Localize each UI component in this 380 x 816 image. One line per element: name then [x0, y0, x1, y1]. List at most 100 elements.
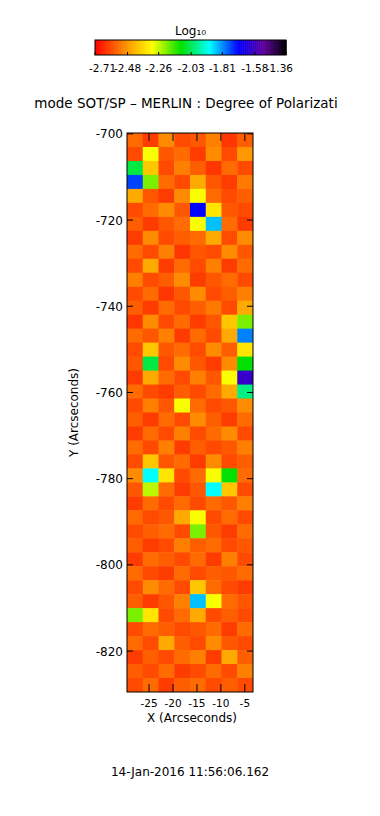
heatmap-cell [190, 231, 206, 245]
heatmap-cell [174, 385, 190, 399]
heatmap-cell [143, 231, 159, 245]
heatmap-cell [174, 231, 190, 245]
heatmap-cell [143, 678, 159, 692]
y-tick [127, 133, 133, 134]
heatmap-cell [143, 664, 159, 678]
heatmap-cell [237, 538, 253, 552]
y-tick-label: -800 [96, 558, 123, 572]
heatmap-cell [174, 594, 190, 608]
heatmap-cell [190, 426, 206, 440]
heatmap-cell [174, 580, 190, 594]
heatmap-cell [206, 468, 222, 482]
heatmap-cell [206, 259, 222, 273]
y-tick-label: -720 [96, 214, 123, 228]
heatmap-cell [143, 524, 159, 538]
heatmap-cell [174, 371, 190, 385]
heatmap-cell [222, 454, 238, 468]
heatmap-cell [143, 245, 159, 259]
heatmap-cell [127, 371, 143, 385]
heatmap-cell [127, 524, 143, 538]
heatmap-cell [127, 482, 143, 496]
heatmap-cell [174, 259, 190, 273]
heatmap-cell [159, 245, 175, 259]
heatmap-cell [190, 399, 206, 413]
heatmap-cell [237, 189, 253, 203]
heatmap-cell [159, 385, 175, 399]
heatmap-cell [222, 371, 238, 385]
heatmap-cell [237, 650, 253, 664]
colorbar-tick-label: -2.26 [145, 62, 172, 74]
heatmap-cell [222, 622, 238, 636]
heatmap-cell [206, 161, 222, 175]
heatmap-cell [237, 245, 253, 259]
colorbar-tick [222, 52, 223, 55]
heatmap-cell [174, 440, 190, 454]
heatmap-cell [127, 287, 143, 301]
heatmap-cell [190, 287, 206, 301]
heatmap-cell [237, 259, 253, 273]
heatmap-cell [190, 664, 206, 678]
heatmap-cell [237, 566, 253, 580]
heatmap-cell [159, 678, 175, 692]
y-tick [127, 651, 133, 652]
heatmap-cell [237, 440, 253, 454]
heatmap-cell [237, 147, 253, 161]
heatmap-cell [143, 454, 159, 468]
heatmap-cell [159, 440, 175, 454]
heatmap-cell [127, 510, 143, 524]
y-tick-label: -780 [96, 472, 123, 486]
heatmap-cell [174, 650, 190, 664]
heatmap-cell [127, 315, 143, 329]
heatmap-cell [222, 399, 238, 413]
heatmap-cell [143, 385, 159, 399]
heatmap-cell [174, 552, 190, 566]
heatmap-cell [143, 217, 159, 231]
heatmap-cell [127, 259, 143, 273]
heatmap-cell [237, 385, 253, 399]
heatmap-cell [222, 315, 238, 329]
heatmap-cell [143, 580, 159, 594]
colorbar-tick [127, 52, 128, 55]
heatmap-cell [206, 524, 222, 538]
heatmap-cell [159, 426, 175, 440]
heatmap-cell [143, 468, 159, 482]
heatmap-cell [190, 538, 206, 552]
heatmap-cell [206, 678, 222, 692]
heatmap-cell [159, 175, 175, 189]
heatmap-cell [127, 399, 143, 413]
y-tick [127, 478, 133, 479]
heatmap-cell [190, 650, 206, 664]
heatmap-cell [159, 161, 175, 175]
heatmap-cell [237, 664, 253, 678]
heatmap-cell [222, 482, 238, 496]
heatmap-cell [237, 203, 253, 217]
heatmap-cell [159, 357, 175, 371]
heatmap-cell [159, 482, 175, 496]
heatmap-cell [206, 287, 222, 301]
heatmap-cell [190, 245, 206, 259]
heatmap-cell [237, 301, 253, 315]
heatmap-cell [237, 133, 253, 147]
heatmap-cell [159, 636, 175, 650]
heatmap-cell [127, 468, 143, 482]
colorbar-tick [254, 52, 255, 55]
x-axis-label: X (Arcseconds) [147, 711, 237, 725]
x-tick-label: -20 [164, 697, 181, 709]
y-tick [247, 564, 253, 565]
heatmap-cell [159, 231, 175, 245]
colorbar-tick-label: -2.71 [89, 62, 116, 74]
heatmap-cell [237, 496, 253, 510]
heatmap-cell [127, 175, 143, 189]
heatmap-cell [190, 454, 206, 468]
heatmap-cell [127, 608, 143, 622]
heatmap-cell [190, 315, 206, 329]
x-tick [196, 133, 197, 141]
heatmap-cell [206, 315, 222, 329]
heatmap-cell [190, 371, 206, 385]
heatmap-cell [127, 147, 143, 161]
y-tick [127, 564, 133, 565]
heatmap-cell [206, 608, 222, 622]
heatmap-cell [237, 426, 253, 440]
heatmap-cell [190, 482, 206, 496]
x-tick [196, 684, 197, 692]
